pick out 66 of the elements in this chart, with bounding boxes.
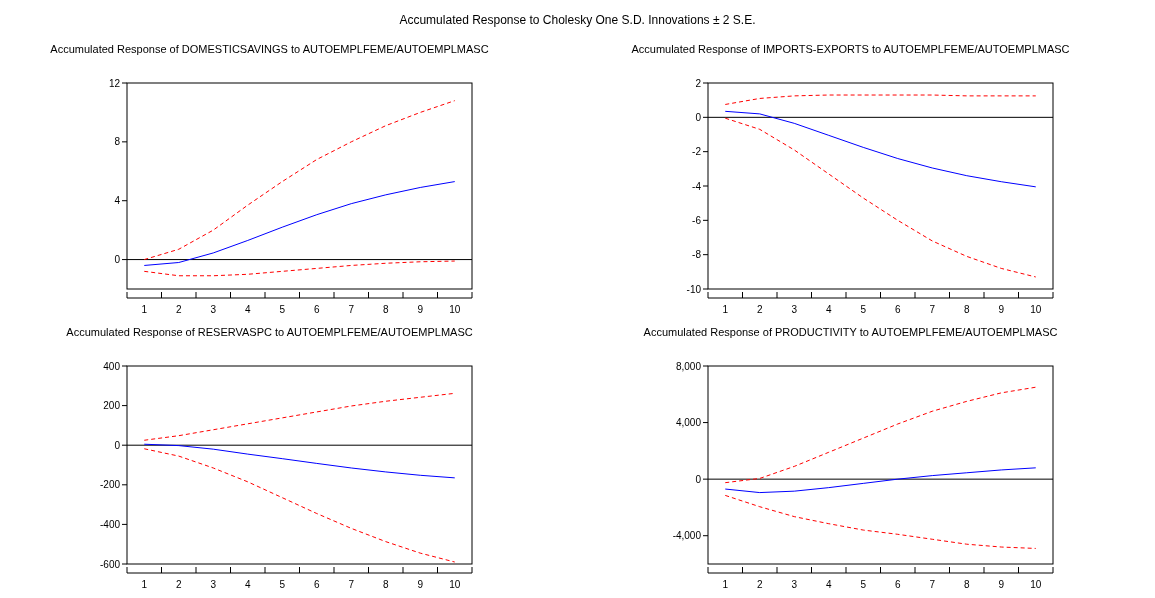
y-tick-label: 8,000 — [675, 360, 702, 372]
y-tick-label: 12 — [108, 77, 121, 89]
x-tick-label: 5 — [279, 304, 286, 315]
x-tick-label: 8 — [382, 579, 389, 590]
x-tick-label: 3 — [210, 304, 217, 315]
x-tick-label: 2 — [175, 579, 182, 590]
y-tick-label: 8 — [114, 136, 121, 148]
x-tick-label: 9 — [998, 579, 1005, 590]
x-tick-label: 10 — [449, 579, 461, 590]
x-tick-label: 5 — [860, 304, 867, 315]
y-tick-label: 4,000 — [675, 417, 702, 429]
y-tick-label: -8 — [692, 249, 702, 261]
y-tick-label: 0 — [114, 254, 121, 266]
x-tick-label: 2 — [756, 304, 763, 315]
x-tick-label: 6 — [894, 304, 901, 315]
x-tick-label: 9 — [417, 304, 424, 315]
x-tick-label: 2 — [175, 304, 182, 315]
x-tick-label: 4 — [825, 579, 832, 590]
y-tick-label: 2 — [695, 77, 702, 89]
y-tick-label: 200 — [103, 400, 121, 412]
chart-title: Accumulated Response of RESERVASPC to AUTOEMPLFEME/AUTOEMPLMASC — [66, 326, 473, 338]
chart-title: Accumulated Response of PRODUCTIVITY to AUTOEMPLFEME/AUTOEMPLMASC — [643, 326, 1058, 338]
x-tick-label: 6 — [313, 304, 320, 315]
x-tick-label: 7 — [929, 304, 936, 315]
y-tick-label: -600 — [99, 558, 121, 570]
y-tick-label: -200 — [99, 479, 121, 491]
y-tick-label: -4 — [692, 180, 702, 192]
x-tick-label: 7 — [929, 579, 936, 590]
x-tick-label: 8 — [382, 304, 389, 315]
chart-title: Accumulated Response of IMPORTS-EXPORTS to AUTOEMPLFEME/AUTOEMPLMASC — [631, 43, 1070, 55]
x-tick-label: 10 — [1030, 304, 1042, 315]
y-tick-label: -2 — [692, 146, 702, 158]
x-tick-label: 9 — [417, 579, 424, 590]
y-tick-label: -400 — [99, 518, 121, 530]
x-tick-label: 7 — [348, 579, 355, 590]
x-tick-label: 5 — [860, 579, 867, 590]
y-tick-label: -4,000 — [672, 530, 702, 542]
y-tick-label: 0 — [114, 439, 121, 451]
x-tick-label: 4 — [244, 579, 251, 590]
x-tick-label: 4 — [825, 304, 832, 315]
x-tick-label: 6 — [894, 579, 901, 590]
x-tick-label: 2 — [756, 579, 763, 590]
x-tick-label: 10 — [449, 304, 461, 315]
x-tick-label: 1 — [722, 304, 729, 315]
y-tick-label: -6 — [692, 214, 702, 226]
x-tick-label: 1 — [141, 579, 148, 590]
y-tick-label: 400 — [103, 360, 121, 372]
x-tick-label: 3 — [791, 304, 798, 315]
text: Accumulated Response to Cholesky One S.D. Innovations ± 2 S.E. — [399, 13, 756, 27]
x-tick-label: 8 — [963, 579, 970, 590]
y-tick-label: -10 — [686, 283, 702, 295]
x-tick-label: 4 — [244, 304, 251, 315]
x-tick-label: 1 — [722, 579, 729, 590]
x-tick-label: 10 — [1030, 579, 1042, 590]
chart-title: Accumulated Response of DOMESTICSAVINGS to AUTOEMPLFEME/AUTOEMPLMASC — [50, 43, 489, 55]
y-tick-label: 4 — [114, 195, 121, 207]
x-tick-label: 8 — [963, 304, 970, 315]
x-tick-label: 7 — [348, 304, 355, 315]
y-tick-label: 0 — [695, 473, 702, 485]
x-tick-label: 1 — [141, 304, 148, 315]
x-tick-label: 9 — [998, 304, 1005, 315]
y-tick-label: 0 — [695, 111, 702, 123]
x-tick-label: 6 — [313, 579, 320, 590]
x-tick-label: 3 — [791, 579, 798, 590]
x-tick-label: 5 — [279, 579, 286, 590]
x-tick-label: 3 — [210, 579, 217, 590]
